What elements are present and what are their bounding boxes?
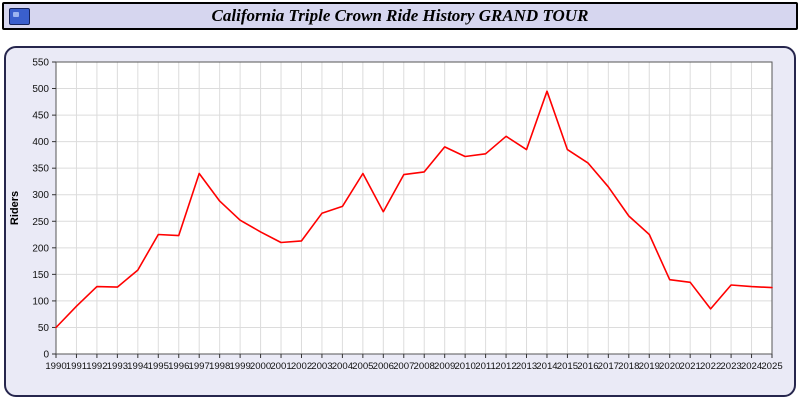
svg-text:Riders: Riders bbox=[9, 191, 21, 225]
svg-text:2011: 2011 bbox=[475, 361, 496, 372]
page-title: California Triple Crown Ride History GRA… bbox=[211, 6, 589, 25]
svg-text:2016: 2016 bbox=[577, 361, 598, 372]
svg-text:400: 400 bbox=[32, 137, 49, 148]
svg-text:2020: 2020 bbox=[659, 361, 680, 372]
svg-text:1990: 1990 bbox=[45, 361, 66, 372]
svg-text:100: 100 bbox=[32, 296, 49, 307]
svg-text:2022: 2022 bbox=[700, 361, 721, 372]
svg-text:2001: 2001 bbox=[270, 361, 291, 372]
svg-text:2009: 2009 bbox=[434, 361, 455, 372]
window-title-bar: California Triple Crown Ride History GRA… bbox=[2, 2, 798, 30]
svg-text:500: 500 bbox=[32, 84, 49, 95]
svg-text:2008: 2008 bbox=[414, 361, 435, 372]
svg-text:1997: 1997 bbox=[189, 361, 210, 372]
svg-text:300: 300 bbox=[32, 190, 49, 201]
svg-text:150: 150 bbox=[32, 270, 49, 281]
svg-text:1994: 1994 bbox=[127, 361, 149, 372]
svg-text:2007: 2007 bbox=[393, 361, 414, 372]
svg-text:1998: 1998 bbox=[209, 361, 230, 372]
svg-text:2004: 2004 bbox=[332, 361, 354, 372]
svg-text:50: 50 bbox=[38, 323, 50, 334]
svg-text:2023: 2023 bbox=[720, 361, 741, 372]
svg-text:2006: 2006 bbox=[373, 361, 394, 372]
svg-text:2002: 2002 bbox=[291, 361, 312, 372]
svg-text:2000: 2000 bbox=[250, 361, 271, 372]
svg-text:450: 450 bbox=[32, 111, 49, 122]
svg-text:2021: 2021 bbox=[679, 361, 700, 372]
svg-text:2017: 2017 bbox=[598, 361, 619, 372]
svg-text:200: 200 bbox=[32, 243, 49, 254]
svg-text:2015: 2015 bbox=[557, 361, 578, 372]
svg-text:2018: 2018 bbox=[618, 361, 639, 372]
chart-panel: 0 50 100 150 200 250 300 350 400 450 500 550 1990 199… bbox=[4, 46, 796, 397]
svg-text:2012: 2012 bbox=[495, 361, 516, 372]
svg-text:1996: 1996 bbox=[168, 361, 189, 372]
svg-text:1993: 1993 bbox=[107, 361, 128, 372]
svg-text:2013: 2013 bbox=[516, 361, 537, 372]
svg-text:2005: 2005 bbox=[352, 361, 373, 372]
svg-text:550: 550 bbox=[32, 58, 49, 69]
svg-text:2003: 2003 bbox=[311, 361, 332, 372]
svg-text:2010: 2010 bbox=[454, 361, 475, 372]
svg-text:1999: 1999 bbox=[229, 361, 250, 372]
logo-icon bbox=[9, 8, 30, 25]
svg-text:2024: 2024 bbox=[741, 361, 763, 372]
svg-text:2014: 2014 bbox=[536, 361, 558, 372]
svg-text:1991: 1991 bbox=[66, 361, 87, 372]
svg-text:0: 0 bbox=[43, 350, 49, 361]
svg-text:1992: 1992 bbox=[86, 361, 107, 372]
svg-text:250: 250 bbox=[32, 217, 49, 228]
svg-text:2019: 2019 bbox=[639, 361, 660, 372]
svg-text:2025: 2025 bbox=[761, 361, 782, 372]
svg-text:1995: 1995 bbox=[148, 361, 169, 372]
svg-text:350: 350 bbox=[32, 164, 49, 175]
